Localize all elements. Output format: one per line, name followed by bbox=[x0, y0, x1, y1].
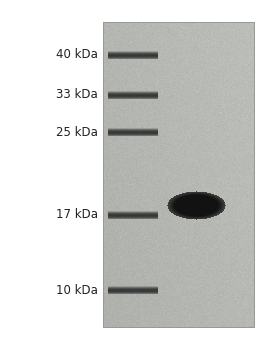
Text: 33 kDa: 33 kDa bbox=[56, 88, 98, 101]
Text: 10 kDa: 10 kDa bbox=[56, 283, 98, 297]
Text: 25 kDa: 25 kDa bbox=[56, 126, 98, 139]
Text: 17 kDa: 17 kDa bbox=[56, 208, 98, 222]
Text: 40 kDa: 40 kDa bbox=[56, 49, 98, 62]
